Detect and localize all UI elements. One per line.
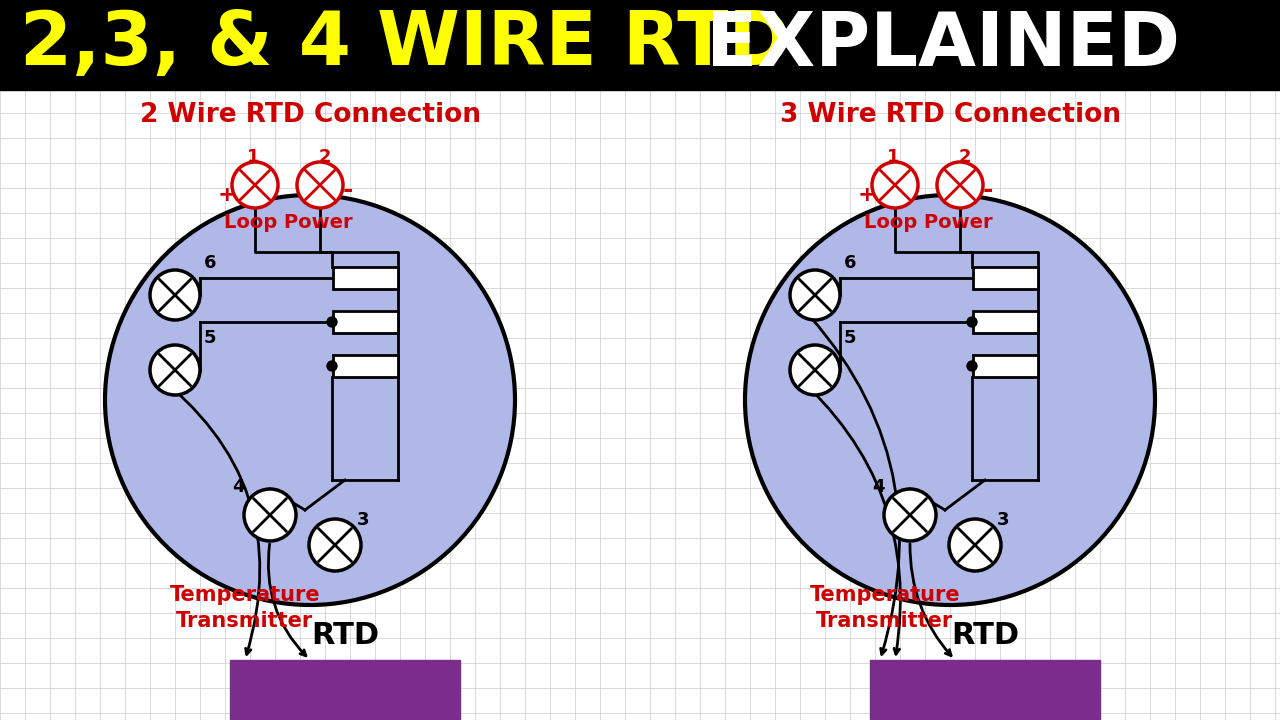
Circle shape [948,519,1001,571]
Circle shape [308,519,361,571]
Text: 2: 2 [959,148,972,166]
Text: +: + [858,185,877,205]
Circle shape [244,489,296,541]
Text: 1: 1 [247,148,260,166]
Bar [333,311,398,333]
Text: 6: 6 [844,254,856,272]
Circle shape [966,361,977,371]
Circle shape [150,270,200,320]
Text: Loop Power: Loop Power [224,212,352,232]
Text: +: + [218,185,237,205]
Text: Temperature
Transmitter: Temperature Transmitter [170,585,320,631]
Circle shape [884,489,936,541]
Circle shape [150,345,200,395]
Text: -: - [983,178,993,202]
Circle shape [326,317,337,327]
Text: 2 Wire RTD Connection: 2 Wire RTD Connection [140,102,480,128]
Text: 6: 6 [204,254,216,272]
Circle shape [872,162,918,208]
Text: 2: 2 [319,148,332,166]
Text: RTD: RTD [311,621,379,650]
Circle shape [966,317,977,327]
Text: 4: 4 [232,478,244,496]
Text: 2,3, & 4 WIRE RTD: 2,3, & 4 WIRE RTD [20,9,791,81]
Circle shape [105,195,515,605]
Text: Loop Power: Loop Power [864,212,992,232]
Circle shape [790,345,840,395]
Bar [333,355,398,377]
Text: EXPLAINED: EXPLAINED [680,9,1180,81]
Circle shape [326,361,337,371]
Circle shape [790,270,840,320]
Bar [973,355,1038,377]
Circle shape [745,195,1155,605]
Text: 3: 3 [997,511,1009,529]
Text: 1: 1 [887,148,900,166]
Bar [973,267,1038,289]
Text: 3 Wire RTD Connection: 3 Wire RTD Connection [780,102,1120,128]
Text: 5: 5 [204,329,216,347]
Text: 4: 4 [872,478,884,496]
Bar [973,311,1038,333]
Bar [230,660,460,720]
Circle shape [937,162,983,208]
Circle shape [297,162,343,208]
Text: RTD: RTD [951,621,1019,650]
Text: Temperature
Transmitter: Temperature Transmitter [810,585,960,631]
Text: -: - [343,178,353,202]
Circle shape [232,162,278,208]
Text: 3: 3 [357,511,369,529]
Bar [0,0,1280,90]
Text: 5: 5 [844,329,856,347]
Bar [333,267,398,289]
Bar [870,660,1100,720]
